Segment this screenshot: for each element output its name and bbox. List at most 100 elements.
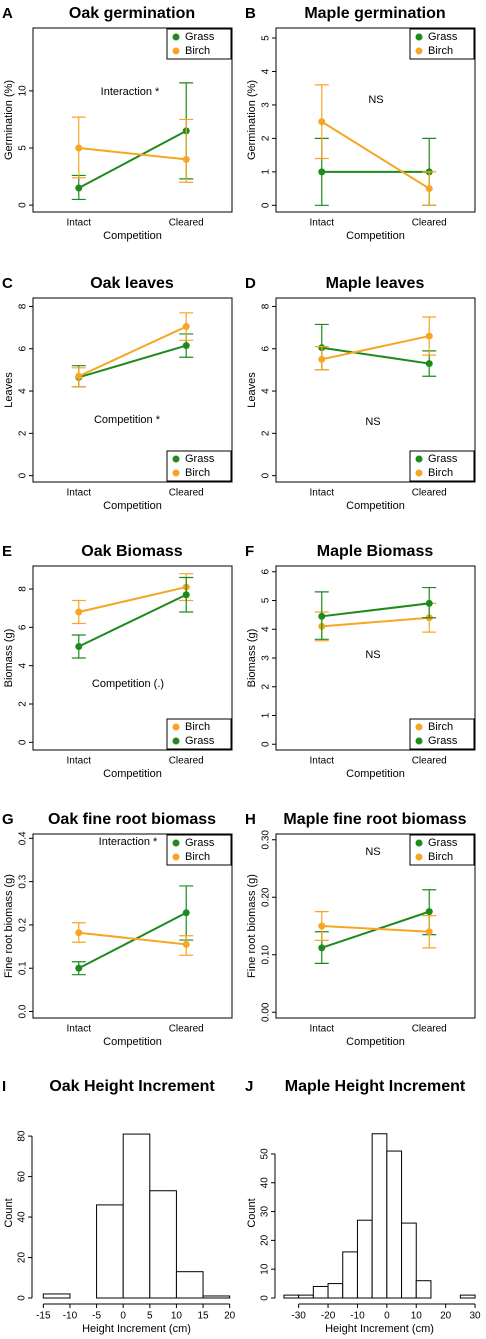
point	[425, 185, 433, 193]
series-line	[321, 335, 430, 361]
x-tick-label: Cleared	[169, 218, 204, 229]
y-tick-label: 80	[17, 1130, 28, 1142]
y-tick-label: 0.2	[18, 918, 29, 932]
y-tick-label: 60	[17, 1171, 28, 1183]
x-tick-label: 10	[171, 1311, 183, 1322]
series-line	[321, 616, 430, 628]
point	[75, 372, 83, 380]
y-tick-label: 0.20	[261, 887, 272, 907]
annotation: Interaction *	[101, 86, 160, 98]
bar	[459, 1294, 476, 1299]
plot-box	[275, 297, 476, 483]
y-tick-label: 40	[260, 1177, 271, 1189]
y-tick-label: 0	[260, 1295, 271, 1301]
bar	[149, 1190, 177, 1299]
y-tick-label: 10	[260, 1263, 271, 1275]
bar	[42, 1293, 71, 1299]
y-tick-label: 4	[261, 388, 272, 394]
y-axis-label: Fine root biomass (g)	[246, 874, 258, 978]
x-tick-label: Intact	[310, 1024, 335, 1035]
bar	[298, 1294, 314, 1299]
point	[318, 168, 326, 176]
x-tick-label: -10	[350, 1311, 365, 1322]
y-tick-label: 0	[17, 1295, 28, 1301]
y-tick-label: 5	[261, 597, 272, 603]
x-axis-label: Competition	[103, 768, 162, 780]
legend-marker	[172, 723, 180, 731]
x-tick-label: 30	[469, 1311, 481, 1322]
legend-marker	[415, 737, 423, 745]
series-line	[78, 911, 187, 970]
bar	[401, 1222, 417, 1299]
y-tick-label: 30	[260, 1206, 271, 1218]
chart-title: Oak Height Increment	[49, 1078, 215, 1095]
point	[425, 332, 433, 340]
bar	[202, 1295, 231, 1299]
y-tick-label: 8	[18, 586, 29, 592]
panel-letter: J	[245, 1078, 253, 1095]
y-axis-label: Germination (%)	[246, 80, 258, 160]
annotation: Competition *	[94, 414, 161, 426]
point	[425, 908, 433, 916]
x-tick-label: Cleared	[169, 756, 204, 767]
panel: H Maple fine root biomass 0.00 0.10 0.20 0.30…	[245, 811, 476, 1048]
chart-title: Maple Height Increment	[285, 1078, 466, 1095]
point	[318, 922, 326, 930]
panel-letter: D	[245, 275, 256, 292]
legend-marker	[172, 469, 180, 477]
panel-letter: B	[245, 5, 256, 22]
legend-label: Birch	[428, 721, 453, 733]
point	[318, 355, 326, 363]
series-line	[321, 602, 430, 618]
point	[182, 342, 190, 350]
y-tick-label: 20	[260, 1234, 271, 1246]
plot-box	[275, 833, 476, 1019]
bar	[312, 1285, 329, 1299]
y-tick-label: 2	[18, 430, 29, 436]
series-line	[321, 120, 430, 190]
x-tick-label: 0	[120, 1311, 126, 1322]
chart-title: Maple germination	[304, 5, 445, 22]
x-tick-label: Cleared	[412, 756, 447, 767]
annotation: Interaction *	[99, 836, 158, 848]
x-axis-label: Competition	[103, 230, 162, 242]
bar	[175, 1271, 204, 1299]
y-tick-label: 4	[261, 626, 272, 632]
y-tick-label: 2	[261, 430, 272, 436]
panel: G Oak fine root biomass 0.0 0.1 0.2 0.3 0.4 Int…	[2, 811, 233, 1048]
bar	[122, 1133, 151, 1299]
legend-marker	[415, 33, 423, 41]
series-line	[78, 325, 187, 378]
panel-letter: F	[245, 543, 254, 560]
panel: A Oak germination 0 5 10 Intact Cleared Competi…	[2, 5, 233, 242]
y-tick-label: 0	[261, 202, 272, 208]
bar	[283, 1294, 300, 1299]
legend-label: Grass	[185, 837, 215, 849]
y-axis-label: Biomass (g)	[3, 629, 15, 688]
point	[425, 928, 433, 936]
y-tick-label: 0.1	[18, 961, 29, 975]
y-tick-label: 0.4	[18, 831, 29, 845]
x-tick-label: Intact	[67, 756, 92, 767]
legend-marker	[172, 853, 180, 861]
y-tick-label: 8	[261, 303, 272, 309]
legend-label: Grass	[185, 735, 215, 747]
series-line	[78, 344, 187, 379]
x-tick-label: Cleared	[412, 218, 447, 229]
x-tick-label: Cleared	[412, 1024, 447, 1035]
point	[182, 155, 190, 163]
y-tick-label: 6	[18, 346, 29, 352]
x-tick-label: 20	[440, 1311, 452, 1322]
point	[182, 940, 190, 948]
series-line	[321, 346, 430, 365]
panel: I Oak Height Increment -15 -10 -5 0 5 10 15 20 0 20…	[2, 1078, 236, 1335]
x-tick-label: Intact	[67, 218, 92, 229]
y-tick-label: 0	[18, 202, 29, 208]
y-tick-label: 2	[18, 701, 29, 707]
x-axis-label: Competition	[346, 768, 405, 780]
x-axis-label: Height Increment (cm)	[82, 1323, 191, 1335]
y-tick-label: 5	[18, 145, 29, 151]
x-axis-label: Competition	[103, 500, 162, 512]
x-tick-label: Intact	[310, 756, 335, 767]
panel-letter: G	[2, 811, 14, 828]
